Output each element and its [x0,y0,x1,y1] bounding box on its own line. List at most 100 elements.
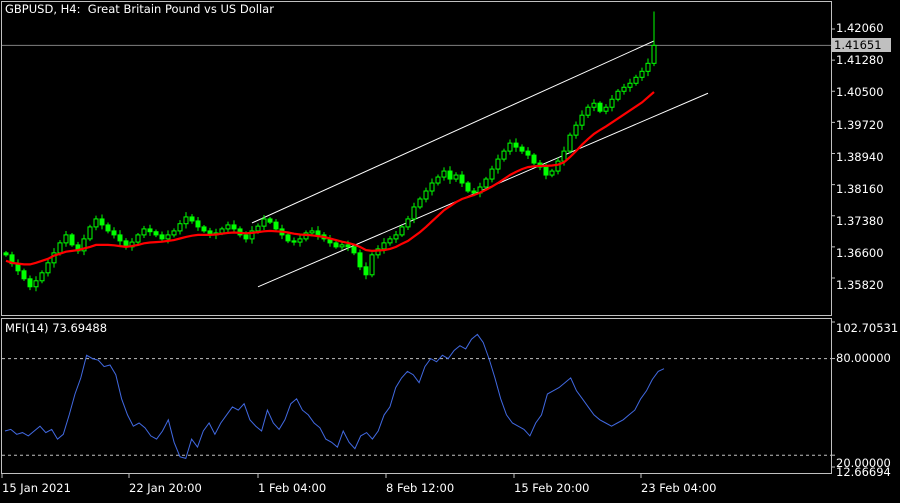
candle-body [369,254,375,276]
price-tick: 1.35820 [836,278,884,292]
candle-body [645,62,651,72]
candle-body [249,230,255,240]
candle-body [345,244,351,248]
time-tick: 8 Feb 12:00 [386,481,455,495]
candle-body [243,234,249,240]
symbol-description: Great Britain Pound vs US Dollar [87,2,274,16]
candle-body [231,224,237,230]
price-tick: 1.38940 [836,150,884,164]
candle-body [399,226,405,236]
mfi-tick: 12.66694 [836,465,891,479]
candle-body [33,280,39,288]
candle-body [387,238,393,244]
mfi-line [4,333,665,460]
candle-body [471,190,477,194]
time-tick: 1 Feb 04:00 [258,481,327,495]
mfi-tick: 80.00000 [836,351,891,365]
price-tick: 1.36600 [836,246,884,260]
moving-average-line [5,91,655,266]
candle-body [297,238,303,243]
candle-body [45,262,51,274]
candle-body [555,160,561,172]
candle-body [465,182,471,192]
candle-body [57,242,63,254]
candle-body [81,238,87,252]
candle-body [291,240,297,243]
candle-body [561,150,567,162]
candle-body [171,230,177,236]
candle-body [3,252,9,256]
candle-body [519,146,525,152]
candle-body [591,102,597,108]
candle-body [423,190,429,200]
candle-body [435,176,441,184]
candle-body [627,82,633,88]
candle-body [165,234,171,240]
mfi-label: MFI(14) 73.69488 [5,321,108,335]
candle-body [567,134,573,152]
chart-header: GBPUSD, H4: Great Britain Pound vs US Do… [5,2,274,16]
candle-body [531,154,537,164]
candle-body [309,230,315,234]
candle-body [261,218,267,227]
candle-body [93,218,99,228]
price-tick: 1.37380 [836,214,884,228]
mfi-tick: 20.00000 [836,456,891,470]
candle-body [429,182,435,192]
candle-body [69,234,75,246]
timeframe-label: H4 [60,2,77,16]
candle-body [285,234,291,242]
candle-body [351,246,357,254]
candle-body [87,226,93,240]
candle-body [609,98,615,108]
candle-body [153,231,159,236]
mfi-panel-frame [1,318,832,474]
candle-body [21,270,27,280]
candle-body [393,234,399,240]
candle-body [375,248,381,256]
candle-body [405,218,411,228]
candle-body [633,76,639,84]
candle-body [177,223,183,232]
candle-body [111,230,117,236]
candle-body [99,218,105,226]
candle-body [615,90,621,100]
candle-body [255,225,261,232]
candle-body [603,106,609,112]
channel-upper-line [251,40,655,224]
candle-body [315,230,321,236]
candle-body [195,220,201,228]
candle-body [507,142,513,152]
candle-body [573,124,579,136]
candle-body [225,224,231,230]
candle-body [621,86,627,92]
price-panel-frame [1,1,832,316]
price-tick: 1.42060 [836,21,884,35]
candle-body [441,170,447,178]
candle-body [417,198,423,208]
time-tick: 23 Feb 04:00 [641,481,717,495]
price-tick: 1.40500 [836,85,884,99]
candle-body [513,142,519,148]
candle-body [273,221,279,230]
candle-body [489,168,495,180]
candle-body [135,234,141,243]
candle-body [549,170,555,176]
candle-body [525,150,531,156]
candle-body [639,70,645,78]
mfi-tick: 102.70531 [836,321,899,335]
time-tick: 15 Jan 2021 [2,481,71,495]
candle-body [543,166,549,176]
current-price-tag: 1.41651 [832,38,891,52]
candle-body [339,244,345,248]
price-tick: 1.41280 [836,53,884,67]
price-tick: 1.39720 [836,118,884,132]
candle-body [63,234,69,244]
candle-body [189,216,195,222]
candle-body [453,174,459,180]
candle-body [597,102,603,112]
candle-body [447,170,453,180]
candle-body [501,150,507,160]
